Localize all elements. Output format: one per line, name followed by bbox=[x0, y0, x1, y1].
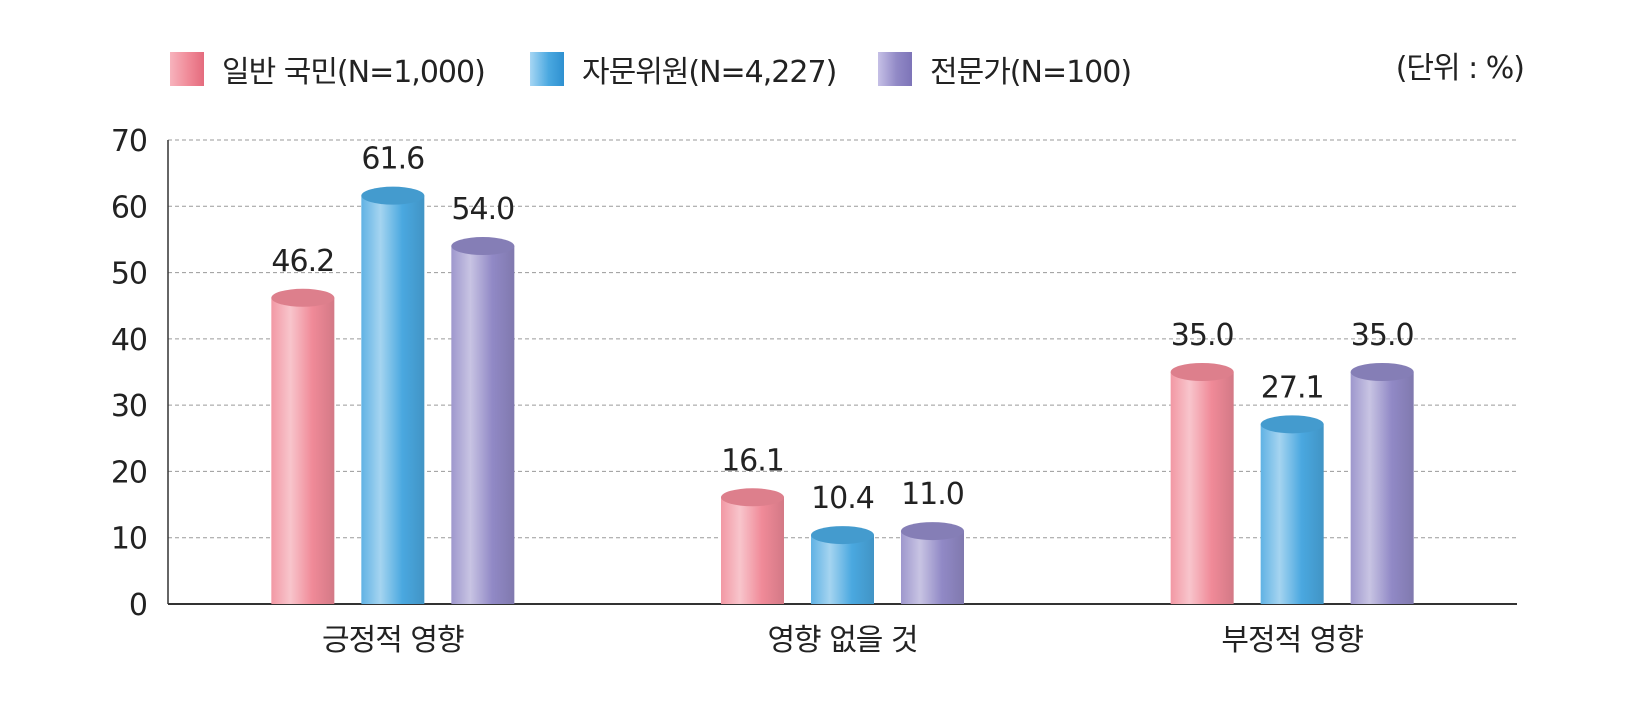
unit-label: (단위 : %) bbox=[1395, 51, 1525, 86]
y-tick-label: 0 bbox=[129, 588, 147, 623]
bar bbox=[451, 237, 515, 605]
value-label: 10.4 bbox=[811, 481, 874, 516]
bar-body bbox=[271, 297, 335, 604]
legend-item-experts: 전문가(N=100) bbox=[878, 44, 1132, 94]
bar bbox=[721, 488, 784, 604]
value-label: 46.2 bbox=[271, 244, 334, 279]
category-labels: 긍정적 영향 영향 없을 것 부정적 영향 bbox=[322, 623, 1364, 658]
y-tick-label: 20 bbox=[111, 455, 147, 490]
legend-swatch-general-public bbox=[170, 52, 204, 86]
y-tick-label: 60 bbox=[111, 190, 147, 225]
value-label: 11.0 bbox=[901, 477, 964, 512]
bar bbox=[1350, 363, 1414, 604]
value-label: 61.6 bbox=[361, 142, 424, 177]
bar-top-cap bbox=[271, 288, 335, 307]
value-label: 27.1 bbox=[1261, 370, 1324, 405]
bar bbox=[811, 526, 874, 604]
legend-swatch-advisory-members bbox=[530, 52, 564, 86]
bar-body bbox=[451, 246, 515, 605]
bar bbox=[901, 522, 964, 604]
bar-body bbox=[811, 535, 874, 604]
bar-top-cap bbox=[451, 237, 515, 256]
legend: 일반 국민(N=1,000) 자문위원(N=4,227) 전문가(N=100) bbox=[0, 44, 1636, 94]
legend-label-experts: 전문가(N=100) bbox=[930, 55, 1132, 90]
bar-top-cap bbox=[1350, 363, 1414, 381]
bar-top-cap bbox=[1260, 415, 1324, 434]
bar-top-cap bbox=[1170, 363, 1234, 381]
bar bbox=[1260, 415, 1324, 604]
value-label: 54.0 bbox=[451, 192, 514, 227]
bar-body bbox=[361, 195, 425, 604]
y-tick-label: 40 bbox=[111, 323, 147, 358]
value-label: 16.1 bbox=[721, 443, 784, 478]
category-label: 부정적 영향 bbox=[1221, 623, 1363, 658]
y-tick-label: 50 bbox=[111, 257, 147, 292]
bar-top-cap bbox=[721, 488, 784, 507]
bar-body bbox=[1350, 372, 1414, 604]
value-labels: 46.2 61.6 54.0 16.1 10.4 11.0 35.0 27.1 35.0 bbox=[271, 142, 1414, 516]
y-tick-label: 30 bbox=[111, 389, 147, 424]
bar-top-cap bbox=[361, 186, 425, 205]
bars bbox=[271, 186, 1414, 605]
legend-label-advisory-members: 자문위원(N=4,227) bbox=[582, 55, 837, 90]
category-label: 영향 없을 것 bbox=[767, 623, 917, 658]
y-tick-label: 70 bbox=[111, 124, 147, 159]
bar bbox=[361, 186, 425, 604]
legend-swatch-experts bbox=[878, 52, 912, 86]
bar bbox=[1170, 363, 1234, 604]
y-tick-labels: 0 10 20 30 40 50 60 70 bbox=[111, 124, 148, 623]
legend-label-general-public: 일반 국민(N=1,000) bbox=[222, 55, 486, 90]
bar-top-cap bbox=[901, 522, 964, 541]
bar bbox=[271, 288, 335, 604]
legend-item-advisory-members: 자문위원(N=4,227) bbox=[530, 44, 837, 94]
bar-body bbox=[1170, 372, 1234, 604]
category-label: 긍정적 영향 bbox=[322, 623, 464, 658]
bar-body bbox=[901, 531, 964, 604]
value-label: 35.0 bbox=[1171, 318, 1234, 353]
bar-body bbox=[721, 497, 784, 604]
bar-body bbox=[1260, 424, 1324, 604]
value-label: 35.0 bbox=[1351, 318, 1414, 353]
bar-top-cap bbox=[811, 526, 874, 545]
legend-item-general-public: 일반 국민(N=1,000) bbox=[170, 44, 486, 94]
y-tick-label: 10 bbox=[111, 522, 147, 557]
